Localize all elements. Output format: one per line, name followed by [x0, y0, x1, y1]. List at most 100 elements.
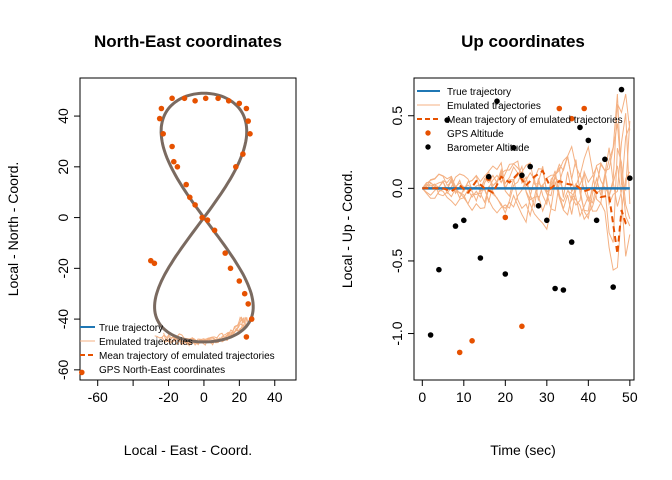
ne-gps-point [243, 334, 250, 340]
ne-gps-point [169, 95, 175, 102]
up-gps-point [502, 214, 509, 221]
up-barometer-point [510, 144, 517, 151]
up-mean-trajectory-line [422, 169, 631, 254]
ne-gps-point [227, 265, 234, 272]
ne-gps-point [236, 278, 243, 284]
ne-gps-point [160, 131, 166, 137]
ne-gps-point [236, 100, 243, 107]
ne-gps-point [245, 118, 251, 124]
up-barometer-point [602, 156, 608, 163]
up-y-tick-label: 0.0 [389, 178, 405, 198]
ne-legend-mean: Mean trajectory of emulated trajectories [99, 351, 275, 362]
ne-y-tick-label: -40 [55, 309, 71, 329]
ne-legend: True trajectory Emulated trajectories Me… [80, 323, 275, 376]
up-barometer-point [461, 217, 467, 224]
ne-y-tick-label: -20 [55, 258, 71, 278]
ne-x-axis-label: Local - East - Coord. [124, 442, 252, 458]
up-y-tick-label: -0.5 [389, 249, 405, 273]
up-barometer-point [477, 255, 484, 261]
ne-gps-point [248, 316, 255, 322]
up-x-tick-label: 40 [581, 389, 597, 405]
up-gps-point [581, 105, 587, 112]
ne-legend-emulated: Emulated trajectories [99, 337, 193, 348]
ne-gps-point [245, 301, 251, 307]
up-barometer-point [560, 287, 567, 293]
up-gps-point [568, 115, 575, 122]
up-gps-point [519, 323, 525, 330]
up-barometer-point [502, 271, 509, 277]
ne-y-axis-label: Local - North - Coord. [5, 162, 21, 297]
ne-gps-point [192, 202, 198, 208]
up-legend-true: True trajectory [447, 87, 511, 98]
ne-x-tick-label: 0 [200, 389, 208, 405]
up-barometer-point [544, 217, 550, 224]
ne-y-tick-label: 0 [55, 213, 71, 221]
ne-gps-point [174, 164, 181, 170]
up-barometer-point [485, 173, 492, 180]
up-legend-gps: GPS Altitude [447, 129, 504, 140]
ne-gps-point [148, 257, 154, 264]
up-legend-mean: Mean trajectory of emulated trajectories [447, 115, 623, 126]
up-plot-frame [413, 77, 635, 381]
up-y-tick-label: 0.5 [389, 106, 405, 126]
north-east-panel: North-East coordinates Local - East - Co… [5, 32, 297, 458]
up-gps-point [469, 338, 475, 344]
ne-gps-point [215, 95, 221, 102]
ne-x-tick-label: 20 [232, 389, 248, 405]
up-legend-gps-swatch [425, 130, 431, 136]
up-x-axis-label: Time (sec) [490, 442, 556, 458]
up-emulated-trajectory [421, 93, 631, 221]
ne-gps-point [225, 98, 232, 104]
up-barometer-point [577, 124, 583, 131]
ne-gps-point [156, 115, 163, 122]
up-panel: Up coordinates Time (sec) Local - Up - C… [339, 32, 638, 458]
up-legend-baro: Barometer Altitude [447, 143, 530, 154]
up-y-axis-label: Local - Up - Coord. [339, 170, 355, 288]
up-barometer-point [452, 223, 459, 229]
ne-gps-point [192, 98, 198, 104]
ne-gps-point [233, 164, 239, 170]
up-gps-point [556, 105, 563, 112]
up-barometer-point [552, 285, 558, 292]
up-barometer-point [568, 239, 575, 245]
up-x-tick-label: 20 [498, 389, 514, 405]
up-barometer-point [444, 117, 451, 123]
ne-gps-point [204, 217, 211, 223]
up-y-tick-label: -1.0 [389, 321, 405, 345]
ne-legend-true: True trajectory [99, 323, 163, 334]
up-barometer-point [618, 86, 625, 93]
ne-gps-point [211, 227, 218, 234]
ne-gps-point [240, 151, 246, 157]
up-barometer-point [627, 175, 633, 181]
up-barometer-point [610, 284, 616, 290]
ne-x-tick-label: -60 [88, 389, 108, 405]
up-emulated-trajectory [422, 125, 631, 224]
up-x-tick-label: 10 [456, 389, 472, 405]
ne-gps-point [222, 250, 228, 256]
up-barometer-point [427, 332, 434, 338]
ne-y-tick-label: -60 [55, 360, 71, 380]
up-emulated-trajectory [421, 113, 631, 212]
ne-gps-point [243, 105, 250, 112]
up-barometer-point [535, 203, 542, 209]
up-legend-baro-swatch [425, 144, 431, 150]
ne-gps-point [169, 143, 175, 150]
up-legend: True trajectory Emulated trajectories Me… [417, 87, 623, 154]
up-x-tick-label: 0 [418, 389, 426, 405]
ne-gps-point [171, 158, 177, 165]
ne-gps-point [183, 181, 189, 188]
ne-gps-point [202, 95, 209, 102]
up-emulated-trajectory [421, 148, 631, 243]
up-barometer-point [519, 172, 525, 179]
ne-plot-frame [79, 77, 297, 381]
up-x-tick-label: 50 [622, 389, 638, 405]
ne-x-tick-label: 40 [267, 389, 283, 405]
ne-gps-point [247, 131, 253, 137]
ne-gps-point [199, 214, 205, 221]
ne-gps-point [79, 369, 85, 376]
up-gps-point [456, 349, 463, 356]
up-barometer-point [593, 217, 600, 224]
ne-legend-gps: GPS North-East coordinates [99, 365, 225, 376]
up-x-tick-label: 30 [539, 389, 555, 405]
ne-emulated-trajectory [154, 316, 242, 346]
